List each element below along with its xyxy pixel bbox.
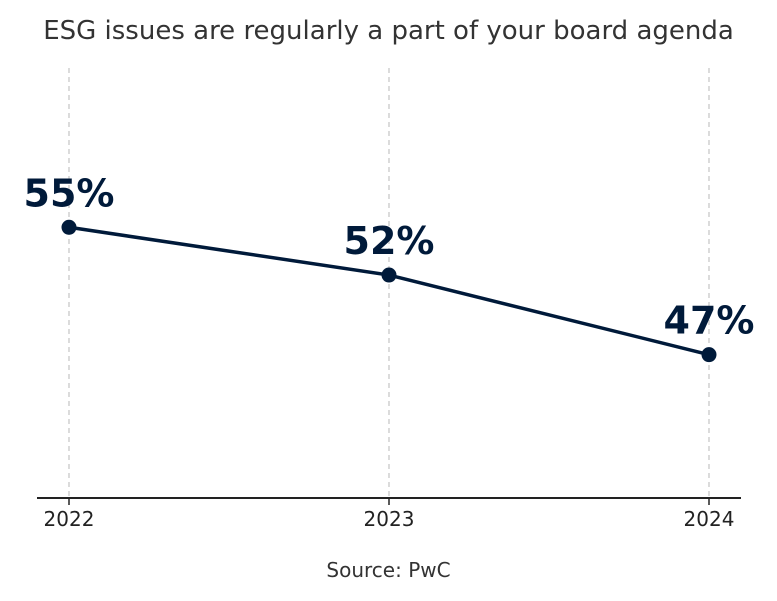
data-point-2024 — [701, 347, 717, 363]
data-point-2023 — [381, 267, 397, 283]
data-label-2024: 47% — [664, 299, 755, 343]
chart-title: ESG issues are regularly a part of your … — [43, 16, 734, 46]
data-label-2023: 52% — [344, 219, 435, 263]
x-tick-label: 2022 — [44, 507, 95, 531]
x-tick-label: 2023 — [364, 507, 415, 531]
data-point-2022 — [61, 219, 77, 235]
x-tick-label: 2024 — [684, 507, 735, 531]
chart-source: Source: PwC — [326, 558, 451, 582]
data-label-2022: 55% — [24, 171, 115, 215]
